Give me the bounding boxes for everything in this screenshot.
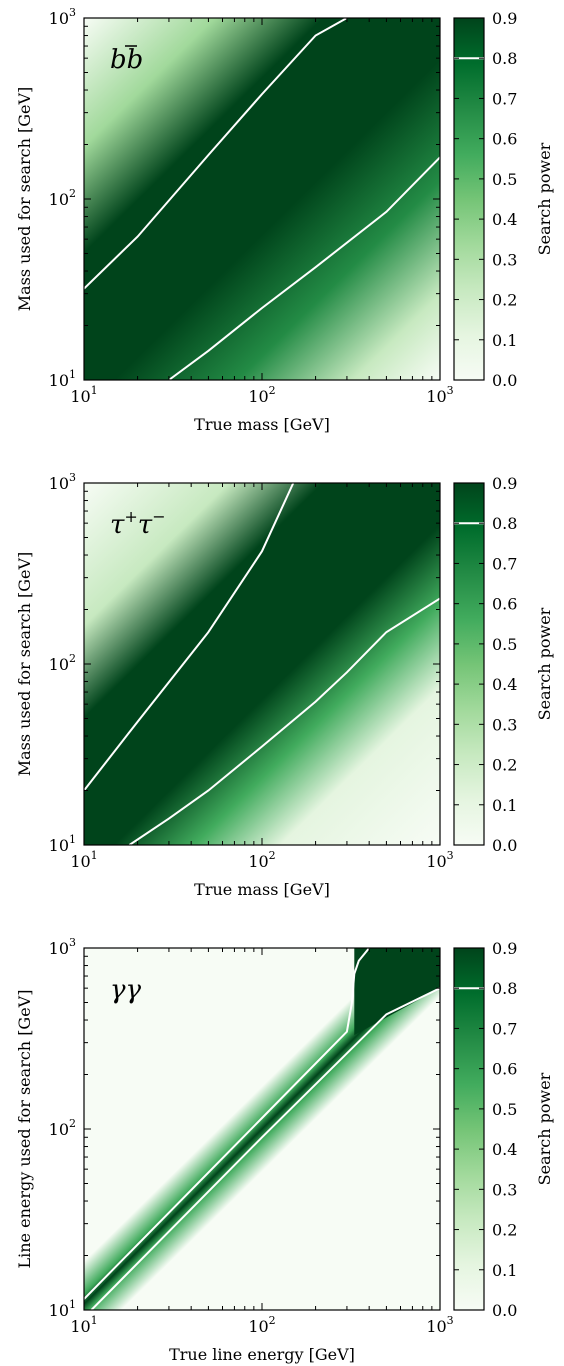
y-tick-label: 103 — [49, 936, 76, 958]
contour-lower — [90, 987, 440, 1310]
colorbar — [453, 17, 485, 381]
colorbar-tick-label: 0.9 — [492, 474, 517, 493]
colorbar-tick-label: 0.3 — [492, 1180, 517, 1199]
chart-panel-1: 101 102 103 101 102 103 True mass [GeV] Mass us… — [15, 6, 554, 434]
x-tick-label: 102 — [248, 849, 275, 871]
x-tick-label: 102 — [248, 384, 275, 406]
chart-panel-3: 101 102 103 101 102 103 True line energy [GeV]… — [15, 936, 554, 1364]
x-tick-label: 103 — [426, 1314, 453, 1336]
colorbar-label: Search power — [535, 607, 554, 720]
x-axis-label: True mass [GeV] — [194, 415, 330, 434]
colorbar-tick-label: 0.2 — [492, 291, 517, 310]
x-tick-label: 103 — [426, 849, 453, 871]
heatmap — [84, 18, 440, 380]
colorbar-tick-label: 0.3 — [492, 250, 517, 269]
y-tick-label: 102 — [49, 652, 76, 674]
colorbar-tick-label: 0.8 — [492, 979, 517, 998]
colorbar — [453, 482, 485, 846]
y-tick-label: 103 — [49, 6, 76, 28]
contour-upper — [84, 18, 348, 290]
colorbar-tick-label: 0.2 — [492, 756, 517, 775]
colorbar-tick-label: 0.5 — [492, 170, 517, 189]
colorbar-tick-label: 0.6 — [492, 130, 517, 149]
colorbar-tick-label: 0.1 — [492, 1261, 517, 1280]
colorbar-tick-label: 0.2 — [492, 1221, 517, 1240]
x-tick-label: 101 — [70, 1314, 97, 1336]
heatmap — [84, 483, 440, 845]
y-tick-label: 102 — [49, 1117, 76, 1139]
x-tick-label: 101 — [70, 384, 97, 406]
colorbar-tick-label: 0.6 — [492, 595, 517, 614]
panel-label: bb — [110, 45, 143, 75]
chart-panel-2: 101 102 103 101 102 103 True mass [GeV] Mass us… — [15, 471, 554, 899]
y-tick-label: 102 — [49, 187, 76, 209]
colorbar-tick-label: 0.5 — [492, 1100, 517, 1119]
colorbar-tick-label: 0.0 — [492, 836, 517, 855]
colorbar-tick-label: 0.9 — [492, 9, 517, 28]
colorbar-tick-label: 0.4 — [492, 675, 517, 694]
x-axis-label: True line energy [GeV] — [169, 1345, 355, 1364]
colorbar-tick-label: 0.0 — [492, 1301, 517, 1320]
contour-upper — [84, 948, 370, 1300]
contour-lower — [168, 156, 440, 380]
contour-lower — [128, 597, 440, 845]
colorbar-tick-label: 0.3 — [492, 715, 517, 734]
colorbar-tick-label: 0.7 — [492, 89, 517, 108]
colorbar-tick-label: 0.8 — [492, 514, 517, 533]
x-tick-label: 102 — [248, 1314, 275, 1336]
panel-label: τ+τ− — [110, 507, 166, 540]
y-tick-label: 101 — [49, 1298, 76, 1320]
colorbar-tick-label: 0.9 — [492, 939, 517, 958]
y-tick-label: 103 — [49, 471, 76, 493]
colorbar-tick-label: 0.7 — [492, 1019, 517, 1038]
colorbar-tick-label: 0.4 — [492, 210, 517, 229]
colorbar-tick-label: 0.1 — [492, 331, 517, 350]
colorbar-label: Search power — [535, 142, 554, 255]
colorbar-tick-label: 0.8 — [492, 49, 517, 68]
colorbar-tick-label: 0.5 — [492, 635, 517, 654]
x-tick-label: 103 — [426, 384, 453, 406]
x-tick-label: 101 — [70, 849, 97, 871]
heatmap — [84, 948, 440, 1310]
y-axis-label: Mass used for search [GeV] — [15, 87, 34, 312]
y-axis-label: Mass used for search [GeV] — [15, 552, 34, 777]
colorbar-tick-label: 0.4 — [492, 1140, 517, 1159]
y-tick-label: 101 — [49, 833, 76, 855]
colorbar-tick-label: 0.1 — [492, 796, 517, 815]
colorbar-tick-label: 0.6 — [492, 1060, 517, 1079]
y-axis-label: Line energy used for search [GeV] — [15, 990, 34, 1269]
colorbar-tick-label: 0.7 — [492, 554, 517, 573]
colorbar — [453, 947, 485, 1311]
contour-upper — [84, 483, 295, 792]
panel-label: γγ — [110, 975, 142, 1005]
colorbar-tick-label: 0.0 — [492, 371, 517, 390]
y-tick-label: 101 — [49, 368, 76, 390]
x-axis-label: True mass [GeV] — [194, 880, 330, 899]
colorbar-label: Search power — [535, 1072, 554, 1185]
